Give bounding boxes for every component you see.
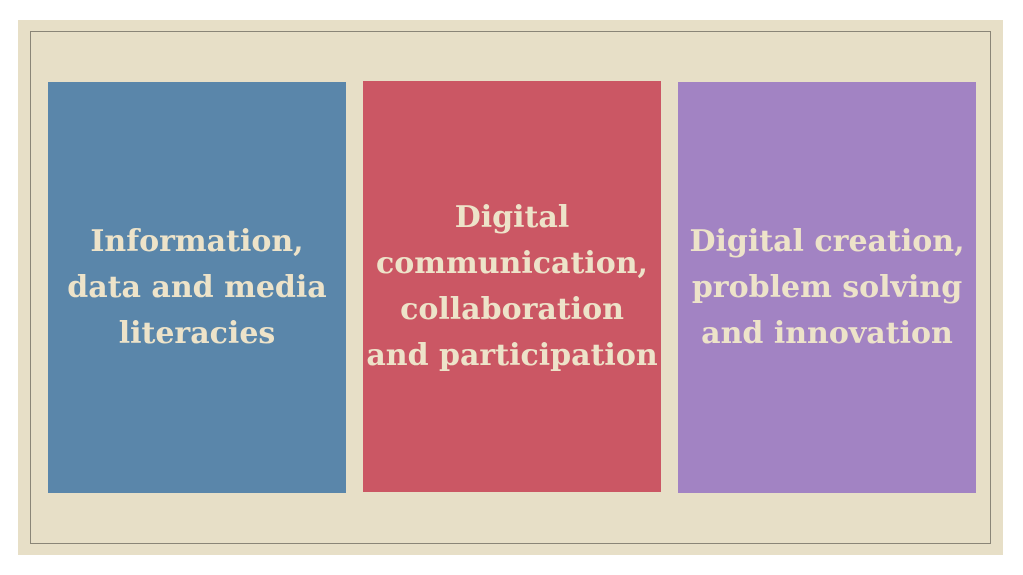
panel-title-line: data and media [67, 269, 327, 305]
panel-title-line: Information, [90, 223, 304, 259]
panel-communication-collaboration: Digital communication, collaboration and… [363, 81, 661, 492]
panel-title: Digital communication, collaboration and… [366, 195, 657, 379]
panel-title-line: collaboration [400, 291, 624, 327]
panel-title-line: communication, [375, 245, 648, 281]
panel-title: Digital creation, problem solving and in… [689, 219, 964, 357]
panel-title-line: and participation [366, 337, 658, 373]
panel-title-line: and innovation [701, 315, 953, 351]
panel-title-line: Digital creation, [689, 223, 965, 259]
panel-creation-problem-solving: Digital creation, problem solving and in… [678, 82, 976, 493]
slide-frame [30, 31, 991, 544]
panel-title-line: Digital [454, 199, 570, 235]
panel-title: Information, data and media literacies [67, 219, 326, 357]
slide: Information, data and media literacies D… [18, 20, 1003, 555]
panel-title-line: literacies [118, 315, 276, 351]
panel-information-data-media: Information, data and media literacies [48, 82, 346, 493]
panel-title-line: problem solving [691, 269, 963, 305]
